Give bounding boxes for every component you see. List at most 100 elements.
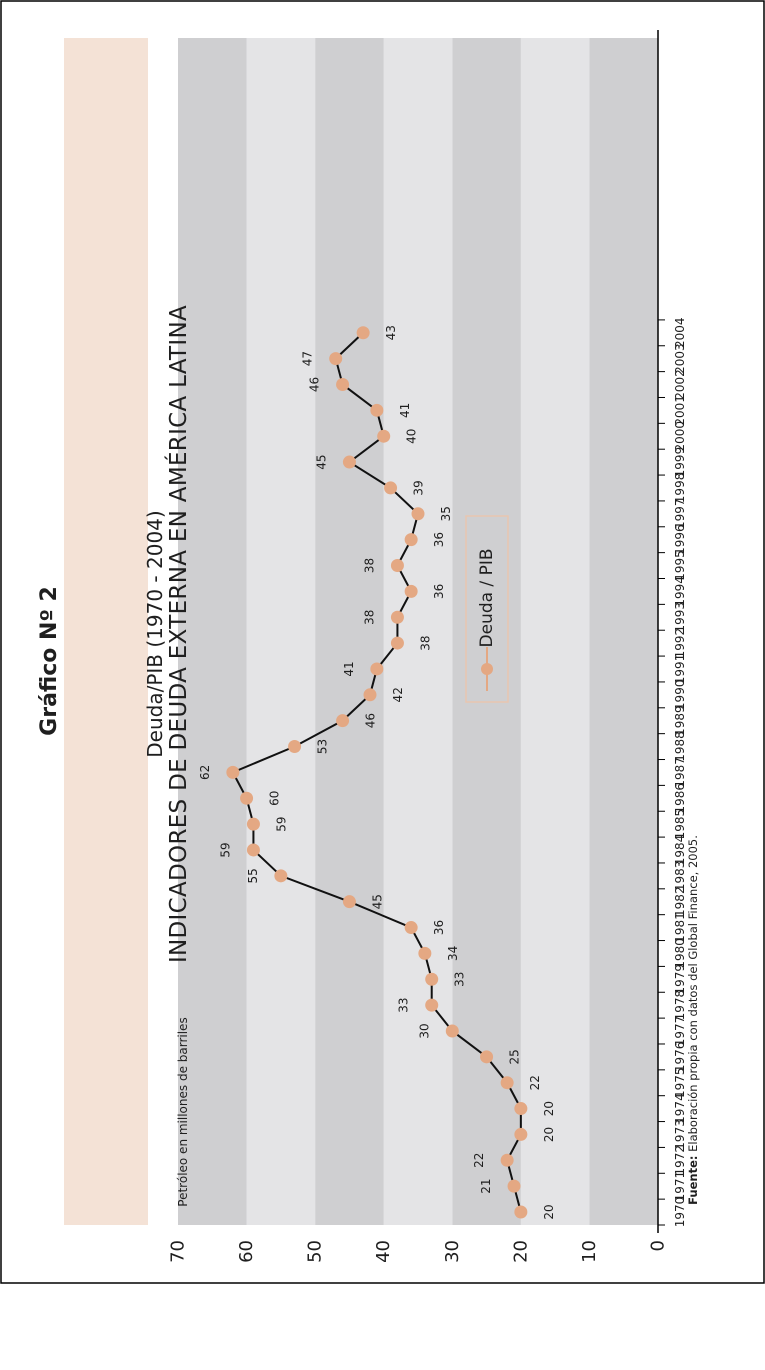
data-point <box>288 740 302 754</box>
data-label: 30 <box>417 1023 431 1038</box>
data-point <box>425 972 439 986</box>
data-point <box>246 817 260 831</box>
band-40-50 <box>315 38 384 1225</box>
data-point <box>445 1024 459 1038</box>
x-tick-label: 1981 <box>673 912 687 943</box>
data-label: 34 <box>446 946 460 961</box>
source-note: Fuente: Elaboración propia con datos del… <box>685 670 701 1370</box>
data-label: 36 <box>432 584 446 599</box>
x-tick-label: 1989 <box>673 705 687 736</box>
x-tick-label: 1999 <box>673 447 687 478</box>
x-tick-label: 1974 <box>673 1093 687 1124</box>
data-label: 25 <box>508 1049 522 1064</box>
x-tick-label: 1972 <box>673 1145 687 1176</box>
data-point <box>404 533 418 547</box>
x-tick-label: 1976 <box>673 1042 687 1073</box>
data-label: 59 <box>274 816 288 831</box>
y-tick-label: 60 <box>236 1240 257 1263</box>
data-point <box>500 1153 514 1167</box>
x-tick-label: 1997 <box>673 499 687 530</box>
data-point <box>514 1102 528 1116</box>
y-tick-label: 50 <box>305 1240 326 1263</box>
data-point <box>418 946 432 960</box>
data-label: 33 <box>397 997 411 1012</box>
x-axis <box>657 30 665 1233</box>
data-label: 53 <box>316 739 330 754</box>
data-label: 22 <box>528 1075 542 1090</box>
data-point <box>246 843 260 857</box>
y-tick-label: 20 <box>510 1240 531 1263</box>
data-label: 62 <box>198 765 212 780</box>
data-label: 38 <box>362 558 376 573</box>
x-tick-label: 1994 <box>673 576 687 607</box>
chart-subtitle: INDICADORES DE DEUDA EXTERNA EN AMÉRICA … <box>166 304 192 964</box>
data-label: 38 <box>418 635 432 650</box>
band-10-20 <box>520 38 590 1225</box>
data-label: 41 <box>342 661 356 676</box>
band-60-70 <box>178 38 247 1225</box>
data-point <box>274 869 288 883</box>
data-point <box>363 688 377 702</box>
data-label: 47 <box>301 351 315 366</box>
data-label: 38 <box>362 610 376 625</box>
y-tick-label: 70 <box>168 1240 189 1263</box>
data-point <box>514 1127 528 1141</box>
data-point <box>342 455 356 469</box>
data-point <box>356 326 370 340</box>
x-tick-label: 1998 <box>673 473 687 504</box>
x-tick-label: 1975 <box>673 1067 687 1098</box>
x-tick-label: 2002 <box>673 369 687 400</box>
band-30-40 <box>383 38 453 1225</box>
x-tick-label: 1978 <box>673 990 687 1021</box>
x-tick-label: 1984 <box>673 835 687 866</box>
data-label: 45 <box>370 894 384 909</box>
chart-figure: 0 10 20 30 40 50 60 70 197019711972197319741975… <box>0 0 765 1284</box>
x-tick-label: 1992 <box>673 628 687 659</box>
legend: Deuda / PIB <box>465 515 509 703</box>
y-tick-label: 0 <box>648 1240 669 1251</box>
data-point <box>480 1050 494 1064</box>
x-tick-label: 1990 <box>673 680 687 711</box>
x-tick-label: 1986 <box>673 783 687 814</box>
data-point <box>384 481 398 495</box>
y-tick-label: 30 <box>442 1240 463 1263</box>
data-label: 41 <box>398 403 412 418</box>
x-tick-label: 1983 <box>673 861 687 892</box>
y-axis-label: Petróleo en millones de barriles <box>176 1017 190 1207</box>
data-label: 20 <box>542 1204 556 1219</box>
x-tick-label: 1993 <box>673 602 687 633</box>
source-text: Elaboración propia con datos del Global … <box>686 835 700 1156</box>
data-point <box>342 895 356 909</box>
data-point <box>336 377 350 391</box>
data-point <box>226 765 240 779</box>
data-label: 21 <box>479 1178 493 1193</box>
data-point <box>411 507 425 521</box>
data-points <box>226 326 528 1219</box>
data-point <box>507 1179 521 1193</box>
x-tick-label: 1982 <box>673 886 687 917</box>
data-point <box>240 791 254 805</box>
data-label: 45 <box>314 454 328 469</box>
background-bands <box>178 38 658 1225</box>
x-tick-label: 1995 <box>673 550 687 581</box>
x-tick-label: 2001 <box>673 395 687 426</box>
data-label: 20 <box>542 1127 556 1142</box>
data-label: 22 <box>472 1153 486 1168</box>
data-label: 36 <box>432 532 446 547</box>
data-label: 39 <box>412 480 426 495</box>
x-tick-label: 2004 <box>673 317 687 348</box>
x-tick-label: 1991 <box>673 654 687 685</box>
chart-title: Gráfico Nº 2 <box>37 586 62 736</box>
data-label: 46 <box>364 713 378 728</box>
x-tick-label: 1985 <box>673 809 687 840</box>
x-tick-label: 1971 <box>673 1171 687 1202</box>
data-point <box>425 998 439 1012</box>
title-band <box>64 38 148 1225</box>
data-point <box>500 1076 514 1090</box>
data-label: 20 <box>542 1101 556 1116</box>
legend-label: Deuda / PIB <box>477 549 497 648</box>
data-point <box>377 429 391 443</box>
data-label: 59 <box>218 842 232 857</box>
y-tick-label: 10 <box>579 1240 600 1263</box>
data-point <box>370 403 384 417</box>
